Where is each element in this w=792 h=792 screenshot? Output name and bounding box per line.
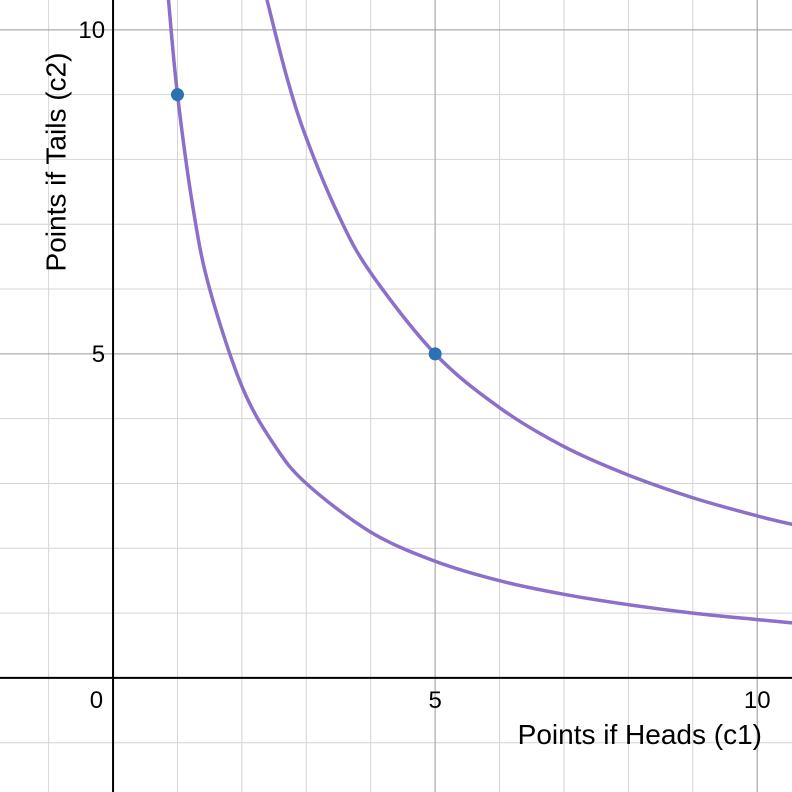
point bbox=[170, 88, 184, 102]
point bbox=[428, 347, 442, 361]
y-tick-label: 10 bbox=[78, 17, 105, 44]
labels: Points if Heads (c1) Points if Tails (c2… bbox=[40, 17, 770, 750]
curve bbox=[265, 0, 792, 527]
x-tick-label: 0 bbox=[90, 687, 103, 714]
y-axis-label: Points if Tails (c2) bbox=[40, 53, 71, 272]
x-tick-label: 10 bbox=[744, 687, 771, 714]
x-tick-label: 5 bbox=[428, 687, 441, 714]
curve bbox=[166, 0, 792, 625]
marks bbox=[166, 0, 792, 625]
y-tick-label: 5 bbox=[92, 341, 105, 368]
x-axis-label: Points if Heads (c1) bbox=[518, 719, 762, 750]
